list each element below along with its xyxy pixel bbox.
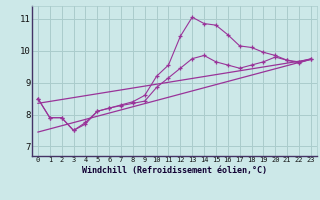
X-axis label: Windchill (Refroidissement éolien,°C): Windchill (Refroidissement éolien,°C) (82, 166, 267, 175)
